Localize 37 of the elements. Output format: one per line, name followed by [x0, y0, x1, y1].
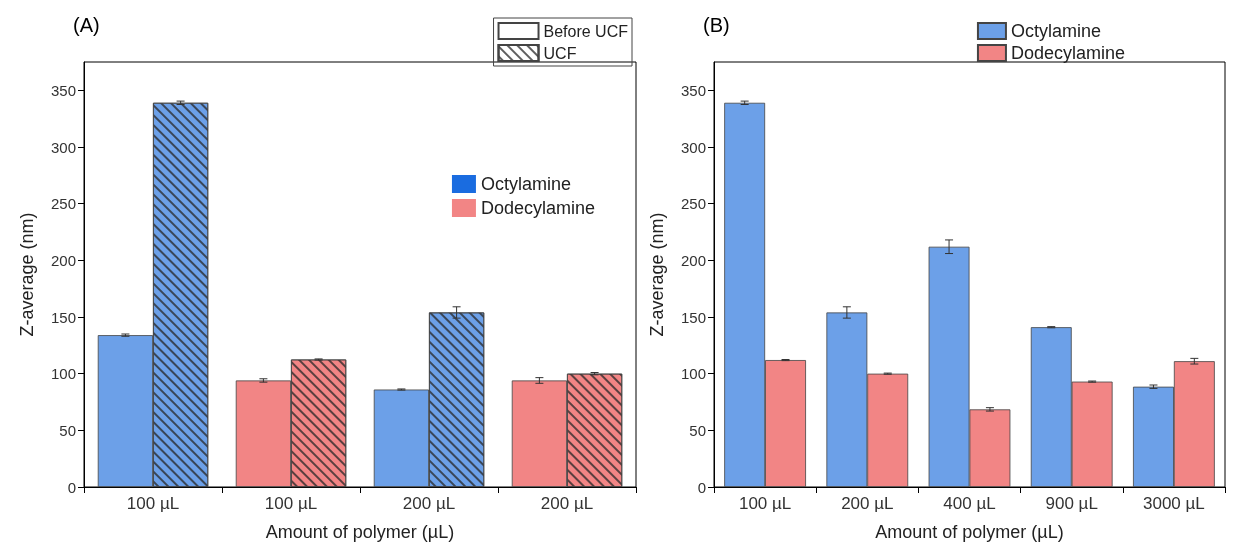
legend-label: Before UCF: [543, 22, 629, 40]
x-tick-label: 400 µL: [943, 494, 996, 513]
x-tick-label: 900 µL: [1045, 494, 1098, 513]
legend-label: Dodecylamine: [480, 198, 596, 218]
y-tick-label: 250: [50, 195, 76, 213]
x-axis-title: Amount of polymer (µL): [265, 522, 455, 542]
y-tick-label: 300: [50, 138, 76, 156]
legend-label: Octylamine: [480, 174, 571, 194]
x-tick-label: 200 µL: [540, 494, 594, 513]
y-tick-label: 50: [689, 421, 706, 439]
y-tick-label: 150: [680, 308, 706, 326]
y-tick-label: 100: [680, 365, 706, 383]
y-tick-label: 150: [50, 308, 76, 326]
x-tick-label: 200 µL: [402, 494, 456, 513]
y-tick-label: 200: [50, 251, 76, 269]
chart-title: (A): [73, 14, 100, 36]
x-axis-title: Amount of polymer (µL): [875, 522, 1064, 542]
x-tick-label: 100 µL: [264, 494, 318, 513]
y-tick-label: 0: [67, 478, 76, 496]
y-tick-label: 250: [680, 195, 706, 213]
legend-label: Dodecylamine: [1010, 43, 1126, 63]
y-tick-label: 0: [697, 478, 706, 496]
y-tick-label: 300: [680, 138, 706, 156]
y-tick-label: 350: [50, 81, 76, 99]
legend-label: Octylamine: [1010, 21, 1101, 41]
x-tick-label: 200 µL: [841, 494, 894, 513]
y-tick-label: 350: [680, 81, 706, 99]
chart-title: (B): [703, 14, 730, 36]
legend-label: UCF: [543, 44, 577, 62]
x-tick-label: 100 µL: [126, 494, 180, 513]
y-tick-label: 100: [50, 365, 76, 383]
y-tick-label: 200: [680, 251, 706, 269]
y-tick-label: 50: [59, 421, 76, 439]
x-tick-label: 100 µL: [738, 494, 792, 513]
x-tick-label: 3000 µL: [1143, 494, 1205, 513]
y-axis-title: Z-average (nm): [647, 212, 667, 337]
y-axis-title: Z-average (nm): [17, 212, 37, 337]
